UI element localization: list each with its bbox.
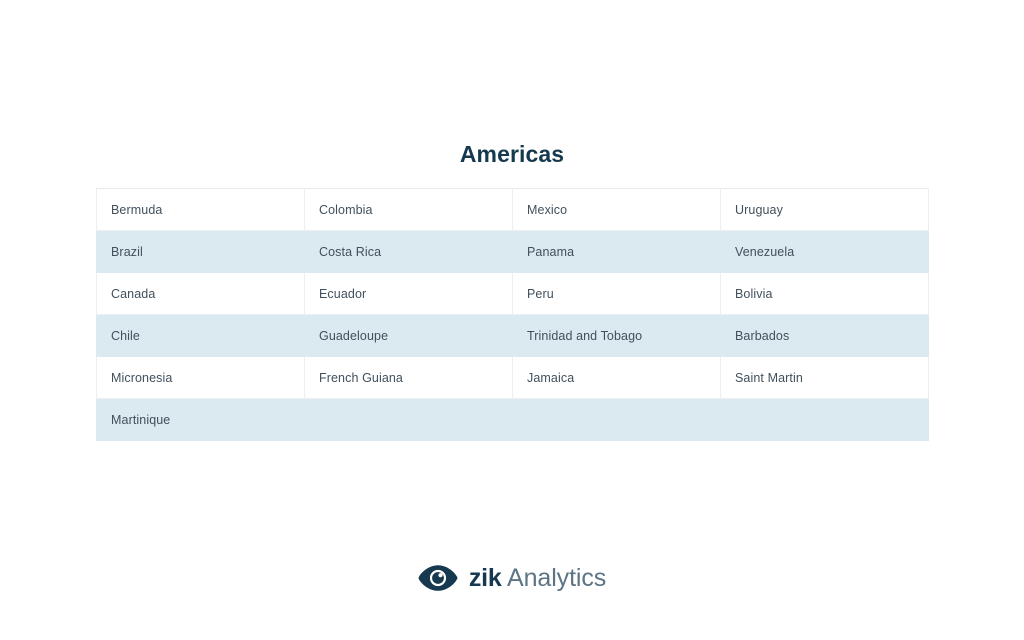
page-title: Americas	[459, 141, 565, 167]
table-cell: Panama	[512, 230, 721, 273]
table-cell: Venezuela	[720, 230, 929, 273]
table-cell: Canada	[96, 272, 305, 315]
table-cell	[720, 398, 929, 441]
table-cell: Jamaica	[512, 356, 721, 399]
table-row: Chile Guadeloupe Trinidad and Tobago Barbad…	[96, 314, 929, 357]
table-cell: Peru	[512, 272, 721, 315]
table-cell	[512, 398, 721, 441]
country-table-container: Bermuda Colombia Mexico Uruguay Brazil Costa …	[96, 188, 929, 441]
table-cell: Bolivia	[720, 272, 929, 315]
table-cell: Costa Rica	[304, 230, 513, 273]
table-cell: Guadeloupe	[304, 314, 513, 357]
table-cell: Martinique	[96, 398, 305, 441]
logo-product-name: Analytics	[507, 563, 607, 592]
table-cell: Micronesia	[96, 356, 305, 399]
eye-icon	[418, 562, 458, 594]
table-cell: Ecuador	[304, 272, 513, 315]
brand-logo: zik Analytics	[0, 562, 1024, 594]
table-row: Bermuda Colombia Mexico Uruguay	[96, 188, 929, 231]
table-cell: Bermuda	[96, 188, 305, 231]
table-cell: Uruguay	[720, 188, 929, 231]
table-cell	[304, 398, 513, 441]
table-cell: Saint Martin	[720, 356, 929, 399]
table-row: Martinique	[96, 398, 929, 441]
table-row: Micronesia French Guiana Jamaica Saint Mart…	[96, 356, 929, 399]
table-cell: Trinidad and Tobago	[512, 314, 721, 357]
table-cell: Barbados	[720, 314, 929, 357]
table-cell: Colombia	[304, 188, 513, 231]
table-cell: Brazil	[96, 230, 305, 273]
table-row: Brazil Costa Rica Panama Venezuela	[96, 230, 929, 273]
country-table-body: Bermuda Colombia Mexico Uruguay Brazil Costa …	[96, 188, 929, 441]
table-cell: Mexico	[512, 188, 721, 231]
logo-brand-text: zik	[468, 563, 502, 592]
table-row: Canada Ecuador Peru Bolivia	[96, 272, 929, 315]
logo-wordmark: zik Analytics	[468, 563, 607, 592]
table-cell: French Guiana	[304, 356, 513, 399]
country-table: Bermuda Colombia Mexico Uruguay Brazil Costa …	[96, 188, 929, 441]
table-cell: Chile	[96, 314, 305, 357]
